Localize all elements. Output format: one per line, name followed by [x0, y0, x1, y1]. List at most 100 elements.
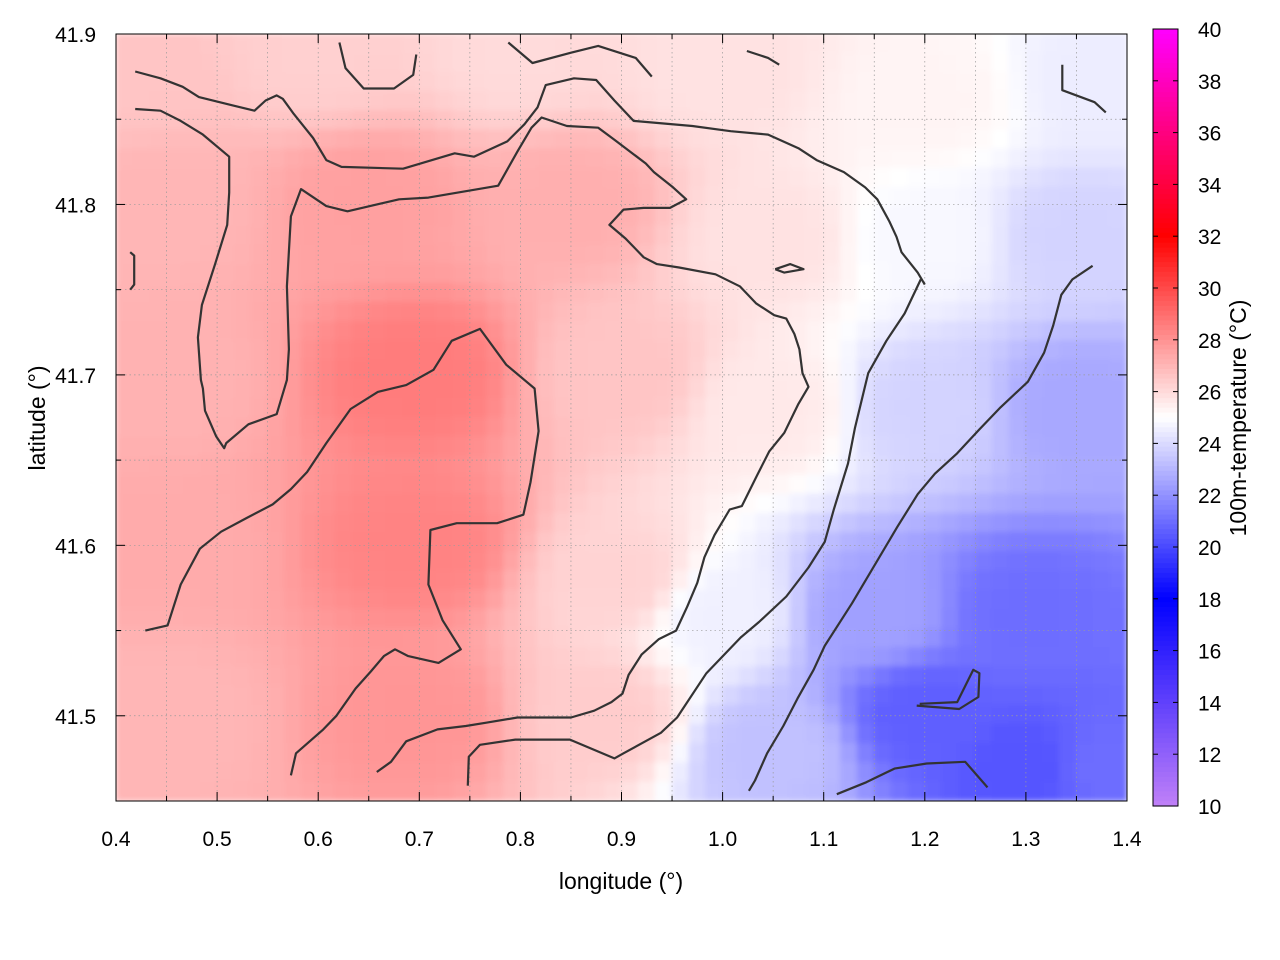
heat-cell: [772, 359, 791, 380]
heat-cell: [1092, 186, 1111, 208]
heat-cell: [654, 666, 673, 687]
heat-cell: [806, 781, 825, 801]
heat-cell: [149, 378, 168, 399]
heat-cell: [604, 340, 622, 361]
heat-cell: [334, 282, 353, 303]
heat-cell: [553, 91, 572, 112]
heat-cell: [570, 91, 589, 112]
heat-cell: [1059, 493, 1077, 514]
heat-cell: [182, 723, 201, 744]
heat-cell: [772, 570, 791, 591]
colorbar-strip: [1153, 334, 1178, 341]
heat-cell: [116, 129, 134, 150]
colorbar-strip: [1153, 636, 1178, 642]
heat-cell: [553, 110, 572, 131]
heat-cell: [116, 301, 134, 323]
heat-cell: [182, 685, 201, 706]
heat-cell: [334, 129, 353, 150]
heat-cell: [418, 110, 437, 131]
heat-cell: [991, 608, 1010, 629]
heat-cell: [587, 704, 606, 725]
heat-cell: [772, 493, 791, 514]
heat-cell: [890, 417, 909, 438]
colorbar-strip: [1153, 359, 1178, 365]
heat-cell: [1025, 781, 1044, 801]
heat-cell: [772, 742, 791, 764]
heat-cell: [587, 781, 606, 801]
heat-cell: [334, 378, 353, 399]
heat-cell: [553, 589, 572, 610]
heat-cell: [503, 321, 521, 342]
heat-cell: [823, 781, 842, 801]
heat-cell: [284, 148, 302, 169]
heat-cell: [418, 91, 437, 112]
heat-cell: [738, 186, 757, 208]
heat-cell: [705, 359, 724, 380]
colorbar-strip: [1153, 315, 1178, 321]
heat-cell: [738, 206, 757, 227]
heat-cell: [924, 301, 943, 323]
heat-cell: [856, 685, 875, 706]
heat-cell: [486, 551, 505, 572]
heat-cell: [452, 455, 471, 476]
heat-cell: [1008, 71, 1027, 93]
heat-cell: [671, 685, 690, 706]
heat-cell: [587, 723, 606, 744]
heat-cell: [941, 340, 959, 361]
colorbar-strip: [1153, 305, 1178, 312]
heat-cell: [570, 206, 589, 227]
heat-cell: [772, 417, 791, 438]
heat-cell: [738, 225, 757, 246]
heat-cell: [654, 225, 673, 246]
heat-cell: [1008, 206, 1027, 227]
heat-cell: [772, 321, 791, 342]
heat-cell: [284, 129, 302, 150]
heat-cell: [974, 378, 993, 399]
heat-cell: [1025, 282, 1044, 303]
heat-cell: [873, 397, 892, 418]
heat-cell: [452, 704, 471, 725]
heat-cell: [688, 723, 707, 744]
heat-cell: [587, 71, 606, 93]
colorbar-strip: [1153, 67, 1178, 74]
heat-cell: [351, 704, 370, 725]
heat-cell: [435, 551, 454, 572]
heat-cell: [1109, 34, 1127, 54]
heat-cell: [621, 71, 639, 93]
heat-cell: [300, 129, 319, 150]
heat-cell: [621, 627, 639, 649]
heat-cell: [806, 742, 825, 764]
heat-cell: [941, 627, 959, 649]
heat-cell: [250, 685, 269, 706]
heat-cell: [1008, 244, 1027, 265]
colorbar-tick-label: 18: [1198, 589, 1221, 612]
colorbar-strip: [1153, 368, 1178, 375]
x-tick-label: 0.9: [607, 828, 636, 851]
heat-cell: [334, 762, 353, 783]
heat-cell: [958, 263, 976, 284]
heat-cell: [755, 378, 774, 399]
heat-cell: [604, 781, 622, 801]
heat-cell: [570, 71, 589, 93]
heat-cell: [738, 781, 757, 801]
contour-line: [129, 251, 136, 291]
colorbar-tick-label: 34: [1198, 174, 1222, 197]
heat-cell: [503, 186, 521, 208]
heat-cell: [267, 71, 285, 93]
heat-cell: [1075, 71, 1094, 93]
heat-cell: [974, 570, 993, 591]
heat-cell: [958, 225, 976, 246]
heat-cell: [1059, 685, 1077, 706]
heat-cell: [553, 551, 572, 572]
heat-cell: [705, 493, 724, 514]
heat-cell: [722, 110, 740, 131]
heat-cell: [536, 397, 555, 418]
heat-cell: [570, 167, 589, 188]
heat-cell: [621, 666, 639, 687]
heat-cell: [486, 282, 505, 303]
heat-cell: [823, 570, 842, 591]
heat-cell: [401, 71, 420, 93]
heat-cell: [941, 551, 959, 572]
heat-cell: [671, 71, 690, 93]
heat-cell: [250, 742, 269, 764]
